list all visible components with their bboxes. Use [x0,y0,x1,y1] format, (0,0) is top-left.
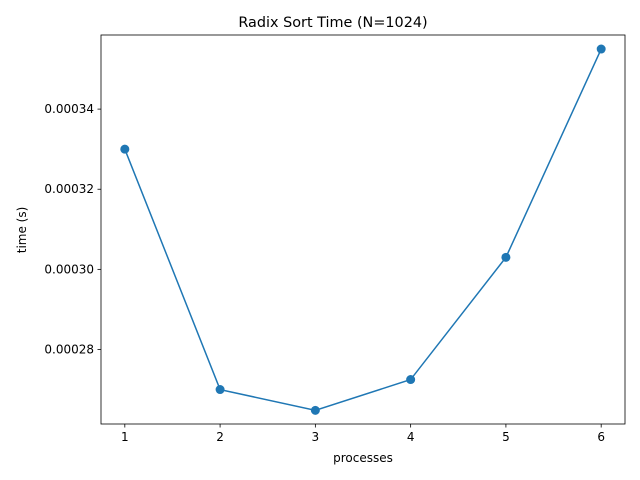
y-tick-label: 0.00032 [44,182,94,196]
y-axis: 0.00028 0.00030 0.00032 0.00034 [44,102,101,356]
data-point [310,405,320,415]
data-point [596,44,606,54]
x-axis-label: processes [333,451,393,465]
data-point [406,375,416,385]
x-axis: 1 2 3 4 5 6 [121,424,605,444]
y-tick-label: 0.00030 [44,262,94,276]
x-tick-label: 6 [597,430,605,444]
x-tick-label: 3 [312,430,320,444]
x-tick-label: 1 [121,430,129,444]
x-tick-label: 2 [216,430,224,444]
y-axis-label: time (s) [15,207,29,254]
y-tick-label: 0.00028 [44,342,94,356]
series-line [124,48,602,412]
series-group [120,44,606,415]
y-tick-label: 0.00034 [44,102,94,116]
axes-frame [100,34,626,425]
data-point [215,385,225,395]
chart-title: Radix Sort Time (N=1024) [238,15,427,31]
plot-area [100,34,626,425]
data-point [501,252,511,262]
data-point [120,144,130,154]
x-tick-label: 4 [407,430,415,444]
x-tick-label: 5 [502,430,510,444]
